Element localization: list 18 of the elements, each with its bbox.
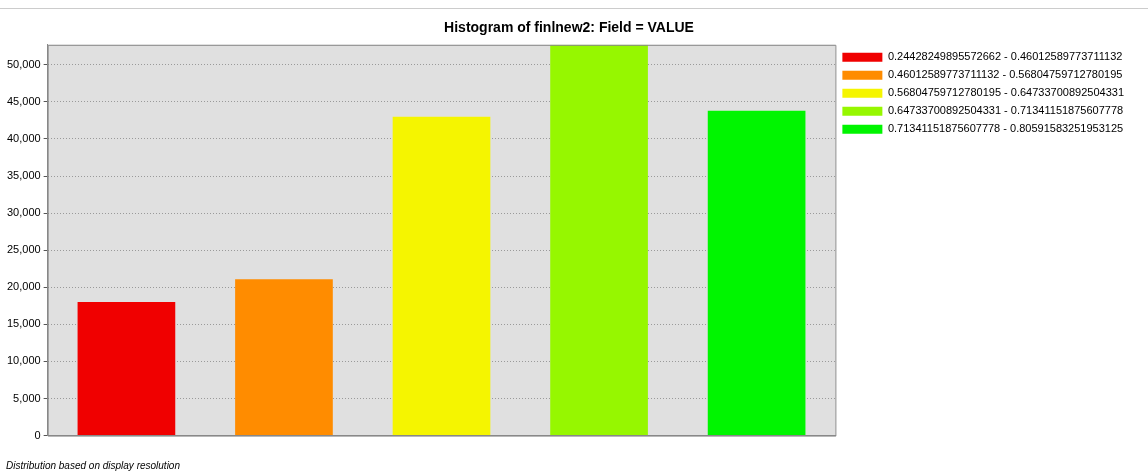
y-tick-label: 40,000	[6, 132, 41, 145]
legend-label: 0.56804759712780195 - 0.64733700892504331	[887, 86, 1124, 99]
y-tick-label: 50,000	[6, 57, 41, 70]
y-tick-label: 15,000	[6, 317, 41, 330]
y-tick-label: 0	[34, 428, 41, 441]
legend-label: 0.71341151875607778 - 0.80591583251953125	[887, 122, 1124, 135]
y-tick-label: 25,000	[6, 243, 41, 256]
y-tick-label: 45,000	[6, 94, 41, 107]
legend-label: 0.24428249895572662 - 0.46012589773711132	[887, 50, 1123, 63]
y-tick-label: 5,000	[13, 391, 41, 404]
chart-title: Histogram of finlnew2: Field = VALUE	[444, 19, 694, 36]
y-tick-label: 30,000	[6, 206, 41, 219]
y-tick-label: 35,000	[6, 169, 41, 182]
text: Distribution based on display resolution	[6, 460, 180, 471]
y-tick-label: 10,000	[6, 354, 41, 367]
legend-label: 0.46012589773711132 - 0.56804759712780195	[887, 68, 1123, 81]
y-tick-label: 20,000	[6, 280, 41, 293]
legend-label: 0.64733700892504331 - 0.71341151875607778	[887, 104, 1124, 117]
